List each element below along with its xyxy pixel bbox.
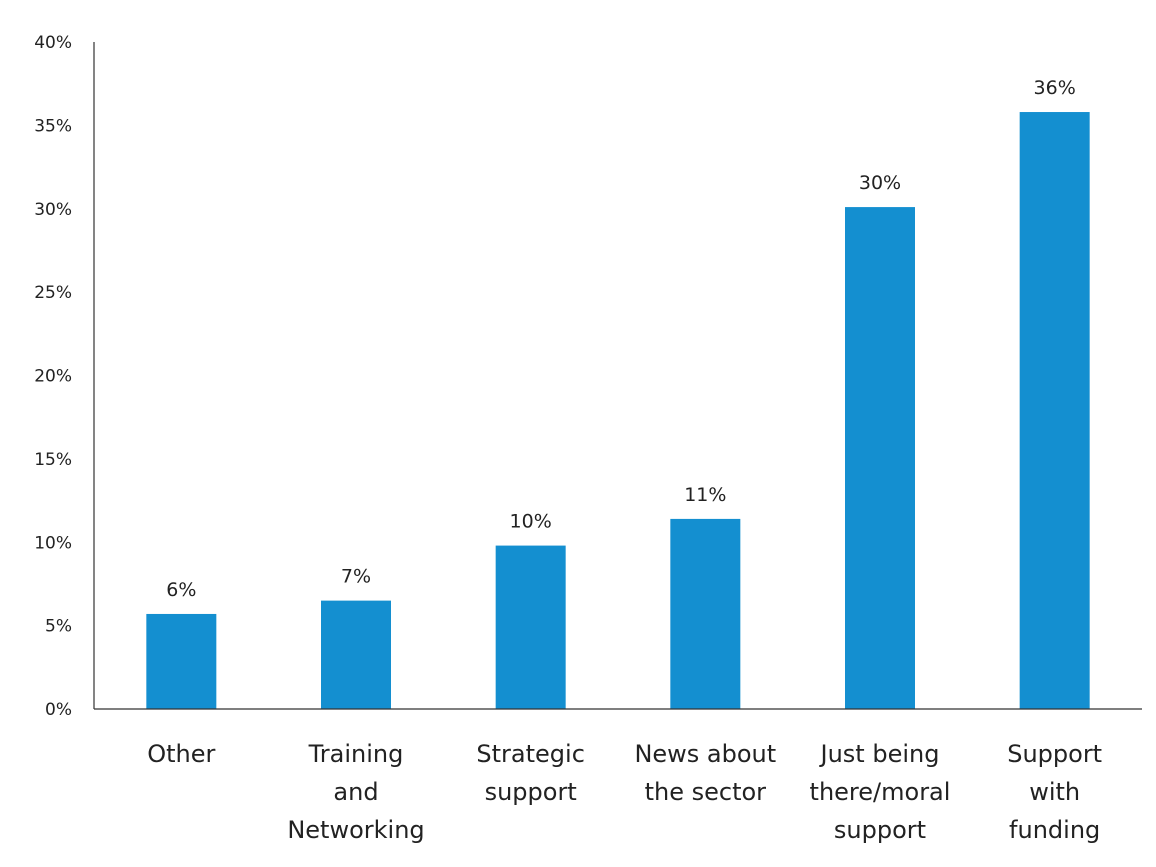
category-label-line: support	[834, 816, 926, 844]
category-label: Strategic support	[476, 740, 585, 806]
bars-group	[146, 112, 1090, 709]
category-label-line: Support	[1007, 740, 1102, 768]
bar	[670, 518, 741, 709]
category-label-line: with	[1029, 778, 1080, 806]
bar	[845, 207, 915, 709]
data-label: 7%	[341, 566, 371, 588]
y-tick-label: 30%	[34, 200, 72, 220]
category-label-line: Training	[308, 740, 404, 768]
data-label: 36%	[1034, 77, 1076, 99]
y-tick-label: 25%	[34, 283, 72, 303]
category-label: Support with funding	[1007, 740, 1102, 844]
category-labels-group: Other Training and Networking Strategic suppo…	[147, 740, 1102, 844]
bar	[1019, 112, 1090, 709]
category-label-line: Strategic	[476, 740, 585, 768]
category-label: Training and Networking	[287, 740, 424, 844]
category-label-line: Other	[147, 740, 215, 768]
y-axis-ticks: 0% 5% 10% 15% 20% 25% 30% 35% 40%	[34, 33, 72, 720]
category-label-line: the sector	[645, 778, 767, 806]
category-label-line: funding	[1009, 816, 1100, 844]
y-tick-label: 0%	[45, 700, 72, 720]
y-tick-label: 10%	[34, 533, 72, 553]
category-label: Just being there/moral support	[810, 740, 951, 844]
y-tick-label: 5%	[45, 617, 72, 637]
y-tick-label: 35%	[34, 116, 72, 136]
y-tick-label: 20%	[34, 367, 72, 387]
data-labels-group: 6% 7% 10% 11% 30% 36%	[166, 77, 1076, 601]
y-tick-label: 15%	[34, 450, 72, 470]
category-label: Other	[147, 740, 215, 768]
category-label-line: News about	[634, 740, 776, 768]
category-label-line: support	[485, 778, 577, 806]
bar	[495, 545, 566, 709]
data-label: 30%	[859, 172, 901, 194]
data-label: 6%	[166, 579, 196, 601]
category-label-line: Just being	[819, 740, 940, 768]
category-label-line: Networking	[287, 816, 424, 844]
data-label: 11%	[684, 484, 726, 506]
category-label-line: and	[333, 778, 378, 806]
bar	[321, 600, 391, 709]
bar	[146, 613, 217, 709]
data-label: 10%	[510, 511, 552, 533]
category-label: News about the sector	[634, 740, 776, 806]
category-label-line: there/moral	[810, 778, 951, 806]
y-tick-label: 40%	[34, 33, 72, 53]
